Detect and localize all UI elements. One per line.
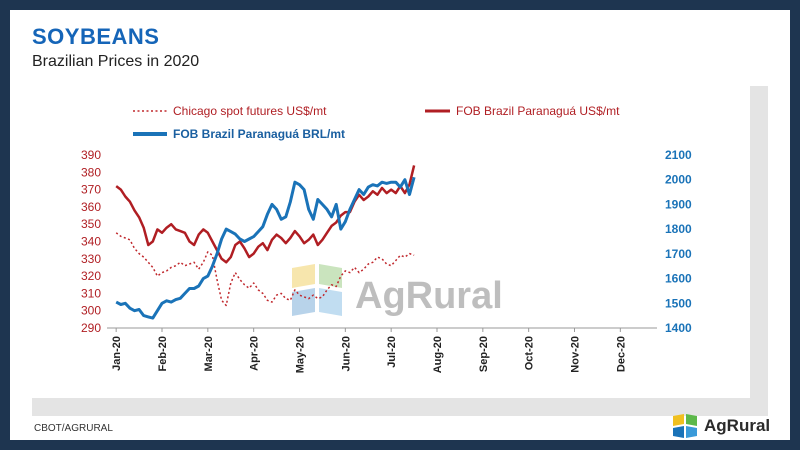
y-left-tick-label: 320 [81,269,101,283]
footer-logo-text: AgRural [704,416,771,435]
x-tick-label: Apr-20 [249,336,261,371]
legend-label-1: Chicago spot futures US$/mt [173,104,327,118]
watermark-text: AgRural [355,275,503,317]
y-right-tick-label: 1700 [665,247,692,261]
x-tick-label: Jun-20 [340,336,352,371]
source-note: CBOT/AGRURAL [34,423,113,434]
y-left-tick-label: 360 [81,200,101,214]
legend-label-3: FOB Brazil Paranaguá BRL/mt [173,127,345,141]
x-tick-label: May-20 [295,336,307,373]
x-tick-label: Dec-20 [615,336,627,372]
y-left-tick-label: 380 [81,165,101,179]
y-right-tick-label: 1400 [665,321,692,335]
y-left-tick-label: 390 [81,148,101,162]
page-subtitle: Brazilian Prices in 2020 [32,53,200,70]
series-line-2 [115,165,416,264]
y-left-tick-label: 350 [81,217,101,231]
footer-logo: AgRural [670,412,788,440]
agrural-watermark [292,264,342,316]
x-tick-label: Oct-20 [524,336,536,370]
y-left-tick-label: 310 [81,286,101,300]
y-left-tick-label: 340 [81,235,101,249]
chart-area: AgRural 290 300 310 320 330 340 350 360 370 380 390… [30,80,750,398]
x-tick-label: Mar-20 [203,336,215,371]
y-left-tick-label: 290 [81,321,101,335]
page-title: SOYBEANS [32,24,160,49]
y-left-tick-label: 300 [81,304,101,318]
x-tick-label: Aug-20 [432,336,444,373]
y-right-tick-label: 2100 [665,148,692,162]
y-right-tick-label: 1500 [665,296,692,310]
y-left-tick-label: 330 [81,252,101,266]
y-right-tick-label: 1800 [665,222,692,236]
line-chart: AgRural 290 300 310 320 330 340 350 360 370 380 390… [81,104,692,373]
x-tick-label: Sep-20 [478,336,490,372]
x-tick-label: Jul-20 [386,336,398,368]
series-line-3 [115,176,416,320]
x-tick-label: Jan-20 [111,336,123,371]
x-tick-label: Feb-20 [157,336,169,371]
series-line-1 [115,232,415,307]
y-right-tick-label: 1900 [665,197,692,211]
agrural-logo-icon [673,414,697,438]
x-tick-label: Nov-20 [570,336,582,373]
y-right-tick-label: 1600 [665,272,692,286]
legend-label-2: FOB Brazil Paranaguá US$/mt [456,104,620,118]
y-left-tick-label: 370 [81,183,101,197]
y-right-tick-label: 2000 [665,173,692,187]
